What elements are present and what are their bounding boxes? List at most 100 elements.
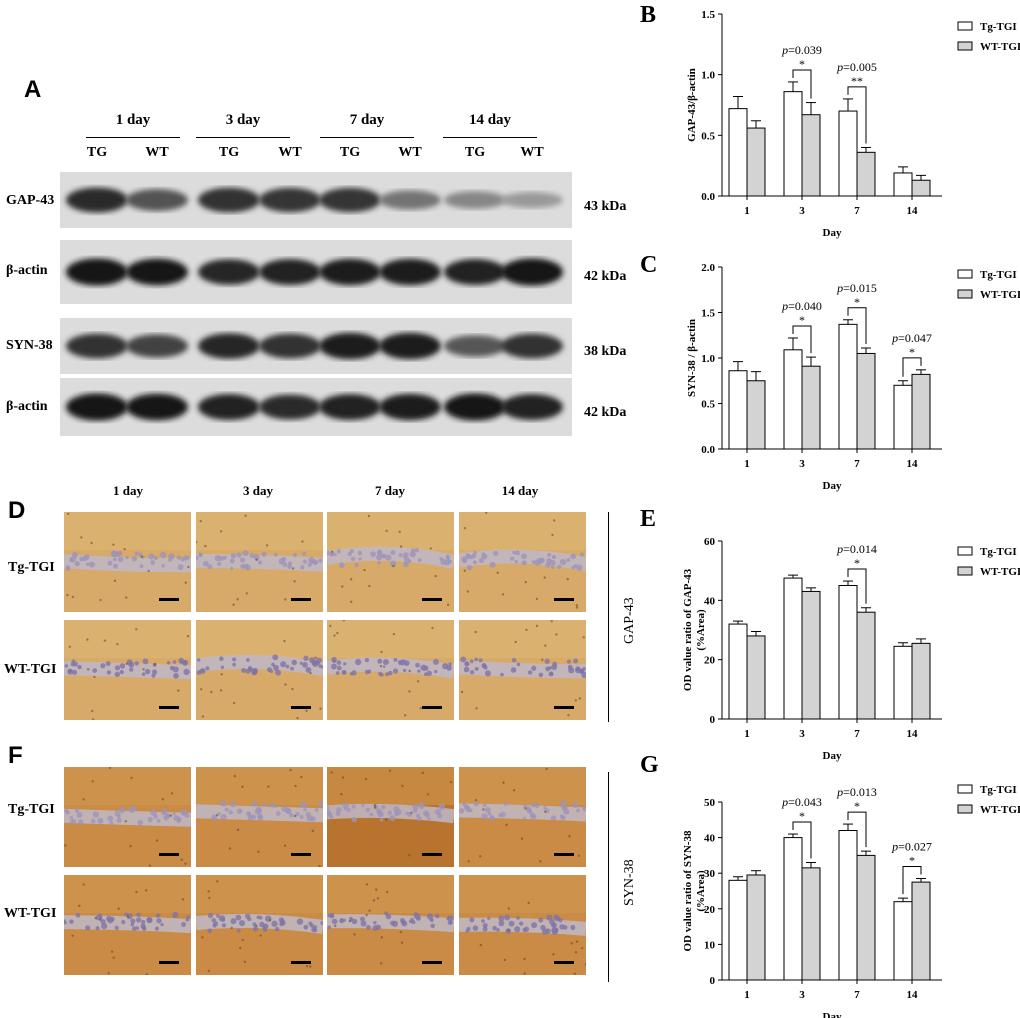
legend-swatch — [957, 21, 973, 31]
ihc-f-row-label-tg: Tg-TGI — [8, 802, 55, 817]
bar-wt-tgi — [911, 881, 931, 981]
bar-tg-tgi — [893, 645, 913, 720]
x-tick-label: 14 — [907, 205, 919, 217]
wb-group-label: TG — [218, 145, 240, 160]
bar-tg-tgi — [893, 901, 913, 981]
bar-tg-tgi — [838, 585, 858, 720]
wb-band — [444, 258, 506, 286]
bar-tg-tgi — [893, 172, 913, 197]
wb-band — [501, 393, 563, 421]
legend-swatch — [957, 269, 973, 279]
wb-band — [501, 333, 563, 359]
wb-band — [259, 394, 321, 420]
x-tick-label: 3 — [799, 728, 805, 740]
y-tick-label: 0.0 — [701, 444, 715, 456]
ihc-micrograph — [64, 512, 191, 612]
x-tick-label: 7 — [854, 728, 860, 740]
y-axis-label: GAP-43/β-actin — [686, 68, 698, 142]
wb-kda-label: 42 kDa — [584, 405, 627, 420]
bar-wt-tgi — [746, 380, 766, 450]
significance-stars: ** — [851, 74, 863, 88]
y-tick-label: 0 — [710, 975, 716, 987]
p-value-label: p=0.014 — [836, 542, 877, 556]
significance-stars: * — [854, 295, 860, 309]
ihc-micrograph — [327, 767, 454, 867]
wb-band — [198, 333, 260, 359]
panel-letter-d: D — [8, 497, 26, 524]
panel-letter-c: C — [640, 252, 657, 278]
wb-band — [319, 393, 381, 421]
bar-wt-tgi — [856, 611, 876, 720]
wb-blot-strip — [60, 378, 572, 436]
wb-group-label: TG — [464, 145, 486, 160]
legend-label: WT-TGI — [980, 566, 1020, 578]
wb-band — [66, 393, 128, 421]
significance-bracket — [902, 866, 922, 895]
significance-bracket — [902, 357, 922, 377]
p-value-label: p=0.027 — [891, 840, 932, 854]
x-axis-label: Day — [823, 750, 842, 762]
ihc-f-marker-bracket — [608, 772, 609, 982]
bar-wt-tgi — [801, 114, 821, 197]
wb-band — [126, 334, 188, 358]
bar-wt-tgi — [856, 854, 876, 981]
x-tick-label: 14 — [907, 989, 919, 1001]
x-tick-label: 14 — [907, 728, 919, 740]
bar-wt-tgi — [856, 352, 876, 450]
x-tick-label: 1 — [744, 205, 750, 217]
bar-tg-tgi — [783, 837, 803, 981]
significance-bracket — [847, 86, 867, 144]
wb-day-label: 7 day — [349, 112, 385, 128]
x-tick-label: 3 — [799, 989, 805, 1001]
bar-wt-tgi — [911, 642, 931, 720]
wb-band — [198, 187, 260, 213]
wb-band — [259, 258, 321, 286]
legend-swatch — [957, 784, 973, 794]
bar-wt-tgi — [801, 590, 821, 720]
wb-band — [444, 191, 506, 209]
wb-band — [66, 187, 128, 213]
legend-label: Tg-TGI — [980, 269, 1017, 281]
wb-day-underline — [86, 137, 180, 138]
x-tick-label: 14 — [907, 458, 919, 470]
legend-label: Tg-TGI — [980, 784, 1017, 796]
ihc-micrograph — [64, 767, 191, 867]
ihc-d-marker-bracket — [608, 512, 609, 722]
legend-swatch — [957, 546, 973, 556]
ihc-micrograph — [459, 620, 586, 720]
wb-row-label: β-actin — [6, 263, 48, 278]
significance-stars: * — [799, 57, 805, 71]
legend-label: WT-TGI — [980, 289, 1020, 301]
x-tick-label: 1 — [744, 728, 750, 740]
wb-band — [379, 258, 441, 286]
y-tick-label: 1.5 — [701, 308, 715, 320]
bar-tg-tgi — [728, 879, 748, 981]
y-tick-label: 40 — [704, 595, 716, 607]
bar-tg-tgi — [838, 323, 858, 450]
wb-band — [444, 393, 506, 421]
bar-wt-tgi — [911, 373, 931, 450]
x-tick-label: 7 — [854, 458, 860, 470]
y-tick-label: 40 — [704, 833, 716, 845]
wb-band — [126, 393, 188, 421]
panel-letter-b: B — [640, 2, 656, 28]
p-value-label: p=0.047 — [891, 331, 932, 345]
p-value-label: p=0.043 — [781, 795, 822, 809]
ihc-micrograph — [459, 512, 586, 612]
ihc-day-label: 7 day — [375, 483, 405, 498]
wb-row-label: SYN-38 — [6, 338, 53, 353]
wb-band — [198, 259, 260, 285]
bar-wt-tgi — [801, 867, 821, 981]
ihc-micrograph — [327, 512, 454, 612]
wb-blot-strip — [60, 172, 572, 228]
ihc-micrograph — [459, 767, 586, 867]
y-tick-label: 0.5 — [701, 399, 715, 411]
ihc-f-row-label-wt: WT-TGI — [4, 906, 57, 921]
significance-bracket — [792, 821, 812, 859]
wb-band — [379, 393, 441, 421]
wb-kda-label: 38 kDa — [584, 344, 627, 359]
x-tick-label: 7 — [854, 205, 860, 217]
significance-stars: * — [799, 313, 805, 327]
wb-day-underline — [196, 137, 290, 138]
